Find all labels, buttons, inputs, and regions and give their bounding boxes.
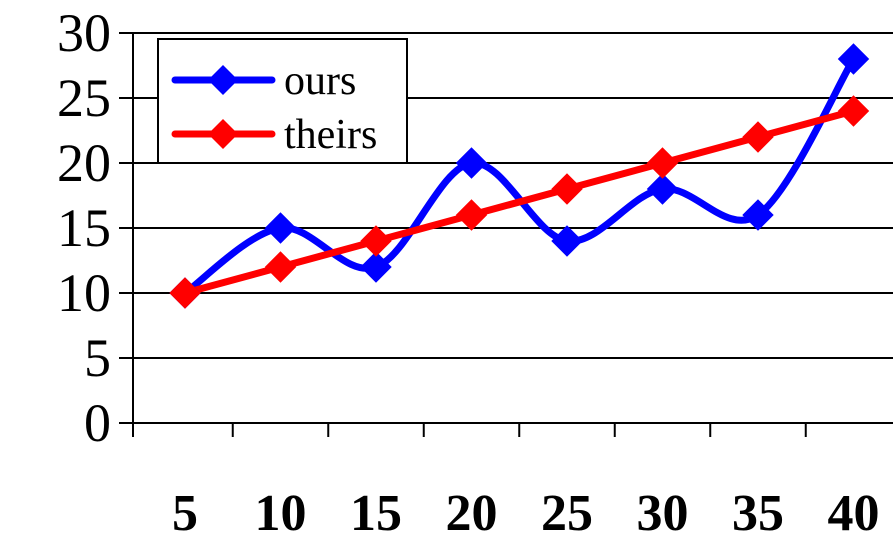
x-axis-tick-labels: 5 10 15 20 25 30 35 40	[172, 485, 880, 533]
y-tick-label: 10	[57, 263, 111, 323]
x-tick-label: 20	[446, 485, 498, 533]
series-markers	[169, 43, 870, 309]
x-tick-label: 35	[732, 485, 784, 533]
data-point-ours	[455, 147, 488, 179]
x-tick-label: 15	[350, 485, 402, 533]
x-tick-label: 30	[637, 485, 689, 533]
y-tick-label: 30	[57, 3, 111, 63]
data-point-ours	[646, 173, 679, 205]
data-point-ours	[360, 251, 392, 283]
x-tick-label: 10	[255, 485, 307, 533]
data-point-theirs	[551, 173, 583, 205]
data-point-theirs	[455, 199, 488, 231]
legend-label-ours: ours	[284, 58, 356, 104]
x-tick-label: 40	[828, 485, 880, 533]
legend-label-theirs: theirs	[284, 112, 377, 158]
y-tick-label: 5	[84, 328, 111, 388]
data-point-theirs	[169, 277, 201, 309]
data-point-theirs	[646, 147, 679, 179]
data-point-theirs	[264, 251, 297, 283]
data-point-ours	[742, 199, 774, 231]
series-line-theirs	[181, 107, 857, 297]
x-tick-label: 5	[172, 485, 198, 533]
axes	[119, 32, 893, 437]
legend-box	[157, 38, 408, 164]
data-point-theirs	[742, 121, 774, 153]
data-point-ours	[837, 43, 870, 75]
y-tick-label: 25	[57, 68, 111, 128]
data-point-theirs	[837, 95, 870, 127]
y-tick-label: 0	[84, 393, 111, 453]
y-tick-label: 15	[57, 198, 111, 258]
data-point-ours	[264, 212, 297, 244]
data-point-ours	[551, 225, 583, 257]
legend: ours theirs	[157, 38, 408, 164]
legend-items: ours theirs	[171, 58, 377, 158]
legend-marker-ours	[208, 65, 238, 95]
legend-marker-theirs	[208, 119, 238, 149]
data-point-theirs	[360, 225, 392, 257]
y-tick-label: 20	[57, 133, 111, 193]
x-tick-label: 25	[541, 485, 593, 533]
